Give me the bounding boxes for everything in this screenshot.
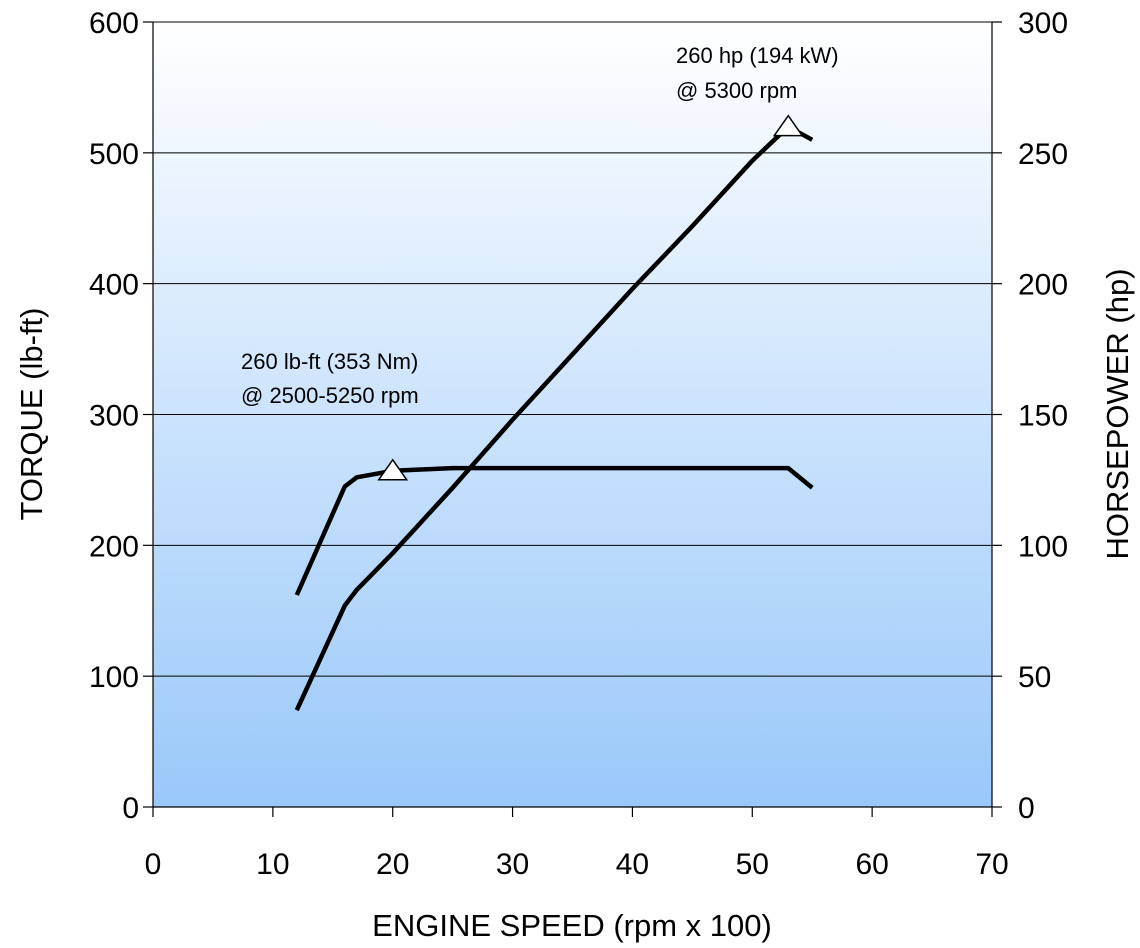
horsepower-curve: [294, 124, 814, 712]
left-y-tick-label: 300: [89, 400, 139, 433]
x-axis-title: ENGINE SPEED (rpm x 100): [372, 908, 772, 943]
right-y-tick-label: 250: [1018, 138, 1068, 171]
right-y-tick-label: 200: [1018, 269, 1068, 302]
left-y-tick-label: 200: [89, 530, 139, 563]
x-tick-label: 70: [975, 848, 1008, 881]
torque-annotation-line-2: @ 2500-5250 rpm: [241, 383, 419, 408]
axes: [143, 21, 1002, 817]
x-tick-label: 30: [496, 848, 529, 881]
x-tick-label: 60: [855, 848, 888, 881]
left-y-tick-label: 600: [89, 7, 139, 40]
x-tick-label: 10: [256, 848, 289, 881]
right-y-tick-label: 300: [1018, 7, 1068, 40]
x-tick-label: 50: [736, 848, 769, 881]
right-y-tick-label: 50: [1018, 661, 1051, 694]
horsepower-annotation-line-2: @ 5300 rpm: [676, 78, 797, 103]
torque-peak-marker: [377, 458, 409, 481]
series-lines: [294, 124, 814, 712]
peak-markers: [377, 114, 804, 481]
left-y-tick-label: 100: [89, 661, 139, 694]
right-y-tick-label: 100: [1018, 530, 1068, 563]
x-tick-label: 20: [376, 848, 409, 881]
x-tick-label: 0: [145, 848, 162, 881]
left-y-tick-label: 500: [89, 138, 139, 171]
left-y-axis-title: TORQUE (lb-ft): [14, 308, 49, 521]
torque-annotation-line-1: 260 lb-ft (353 Nm): [241, 349, 418, 374]
right-y-axis-title: HORSEPOWER (hp): [1100, 268, 1135, 559]
torque-curve: [294, 465, 814, 596]
horsepower-annotation-line-1: 260 hp (194 kW): [676, 43, 839, 68]
x-tick-label: 40: [616, 848, 649, 881]
left-y-tick-label: 0: [122, 792, 139, 825]
right-y-tick-label: 0: [1018, 792, 1035, 825]
gridlines: [153, 21, 992, 677]
left-y-tick-label: 400: [89, 269, 139, 302]
horsepower-peak-marker: [772, 114, 804, 137]
right-y-tick-label: 150: [1018, 400, 1068, 433]
tick-labels: 0 100 200 300 400 500 600 0 50 100 150 200 250 300 0 10…: [89, 7, 1068, 881]
